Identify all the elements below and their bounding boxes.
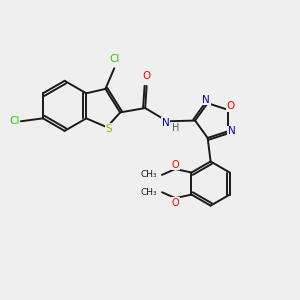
Text: Cl: Cl <box>109 54 119 64</box>
Text: Cl: Cl <box>9 116 20 126</box>
Text: O: O <box>226 101 235 111</box>
Text: CH₃: CH₃ <box>141 170 158 179</box>
Text: H: H <box>172 123 179 133</box>
Text: N: N <box>228 126 236 136</box>
Text: N: N <box>162 118 170 128</box>
Text: N: N <box>202 95 210 105</box>
Text: O: O <box>142 71 151 81</box>
Text: CH₃: CH₃ <box>141 188 158 197</box>
Text: O: O <box>172 160 179 170</box>
Text: O: O <box>172 197 179 208</box>
Text: S: S <box>106 124 112 134</box>
